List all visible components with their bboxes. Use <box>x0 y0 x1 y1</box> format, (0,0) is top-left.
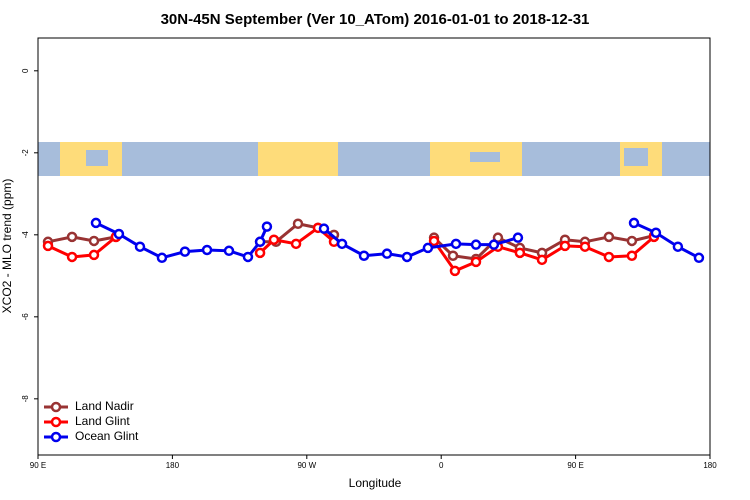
legend-label: Land Glint <box>75 414 130 428</box>
map-ocean <box>470 152 500 162</box>
data-point <box>579 241 591 252</box>
data-point <box>268 234 280 245</box>
data-point <box>450 238 462 250</box>
data-point <box>242 251 254 263</box>
legend-label: Land Nadir <box>75 399 134 413</box>
data-point <box>66 251 78 263</box>
data-point <box>626 250 638 261</box>
data-point <box>693 252 705 264</box>
data-point <box>672 241 684 252</box>
data-point <box>90 217 102 229</box>
x-tick-label: 90 E <box>567 461 583 470</box>
legend-marker <box>50 401 62 413</box>
data-point <box>512 232 524 243</box>
x-tick-label: 0 <box>439 461 444 470</box>
legend-label: Ocean Glint <box>75 429 139 443</box>
data-point <box>536 254 548 266</box>
data-point <box>66 231 78 243</box>
data-point <box>470 239 482 250</box>
y-tick-label: -6 <box>21 313 30 321</box>
series-line <box>95 221 700 260</box>
data-point <box>650 227 662 239</box>
data-point <box>559 240 571 252</box>
map-ocean <box>86 150 108 166</box>
y-tick-label: -4 <box>21 231 30 239</box>
data-point <box>422 242 434 254</box>
data-point <box>201 244 213 256</box>
y-tick-label: -2 <box>21 149 30 157</box>
data-point <box>254 236 266 248</box>
data-point <box>88 235 100 247</box>
y-axis-label: XCO2 - MLO trend (ppm) <box>0 179 14 314</box>
map-land <box>258 142 338 176</box>
data-point <box>470 256 482 268</box>
data-point <box>134 241 146 252</box>
data-point <box>603 231 615 243</box>
y-tick-label: -8 <box>21 395 30 403</box>
data-point <box>290 238 302 250</box>
data-point <box>428 235 440 247</box>
data-point <box>292 218 304 229</box>
map-ocean <box>624 148 648 166</box>
data-point <box>447 250 459 261</box>
data-point <box>318 223 330 234</box>
legend-marker <box>50 416 62 428</box>
data-point <box>401 251 413 263</box>
data-point <box>626 235 638 247</box>
data-point <box>261 221 273 232</box>
plot-frame <box>37 37 711 456</box>
x-tick-label: 180 <box>166 461 180 470</box>
data-point <box>254 247 266 259</box>
data-point <box>88 249 100 261</box>
data-point <box>514 247 526 259</box>
data-point <box>113 228 125 240</box>
data-point <box>358 250 370 261</box>
map-band <box>38 142 710 176</box>
x-tick-label: 90 E <box>30 461 46 470</box>
x-tick-label: 90 W <box>297 461 316 470</box>
data-point <box>42 240 54 252</box>
data-point <box>488 239 500 250</box>
chart-title: 30N-45N September (Ver 10_ATom) 2016-01-… <box>161 11 590 28</box>
data-point <box>336 238 348 250</box>
data-point <box>628 217 640 229</box>
data-point <box>603 251 615 263</box>
map-ocean <box>38 142 710 176</box>
y-tick-label: 0 <box>21 68 30 73</box>
data-point <box>381 248 393 259</box>
legend-marker <box>50 431 62 443</box>
x-tick-label: 180 <box>703 461 717 470</box>
data-point <box>223 245 235 257</box>
data-point <box>156 252 168 264</box>
x-axis-label: Longitude <box>349 476 402 490</box>
data-point <box>179 246 191 257</box>
data-point <box>449 265 461 277</box>
